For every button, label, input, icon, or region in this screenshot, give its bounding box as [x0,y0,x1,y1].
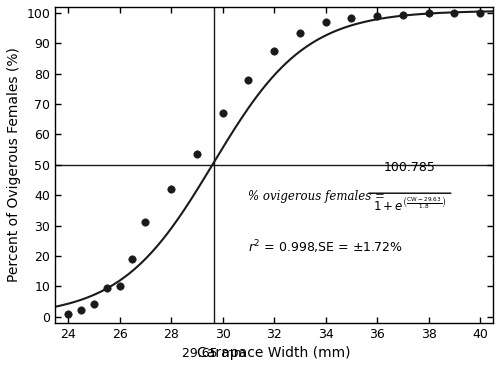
Point [142,219,150,225]
Text: % ovigerous females =: % ovigerous females = [248,190,385,203]
Point [116,283,124,289]
Point [296,30,304,36]
Point [218,110,226,116]
Point [64,310,72,316]
Point [128,256,136,262]
Text: $1+e^{\left(\frac{\mathrm{CW}-29.63}{1.8}\right)}$: $1+e^{\left(\frac{\mathrm{CW}-29.63}{1.8… [374,196,446,214]
Point [167,186,175,192]
Text: 29.65 mm: 29.65 mm [182,347,246,360]
Point [476,10,484,16]
Point [90,301,98,307]
Point [450,10,458,16]
Point [322,19,330,25]
Point [373,13,381,19]
Point [102,285,110,291]
Point [193,151,201,157]
Text: $r^2$ = 0.998,SE = ±1.72%: $r^2$ = 0.998,SE = ±1.72% [248,238,402,256]
Point [399,12,407,18]
Y-axis label: Percent of Ovigerous Females (%): Percent of Ovigerous Females (%) [7,47,21,282]
Point [424,10,432,16]
Point [348,15,356,21]
Point [270,48,278,54]
Text: 100.785: 100.785 [384,161,436,174]
X-axis label: Carapace Width (mm): Carapace Width (mm) [198,346,351,360]
Point [77,308,85,313]
Point [244,77,252,83]
